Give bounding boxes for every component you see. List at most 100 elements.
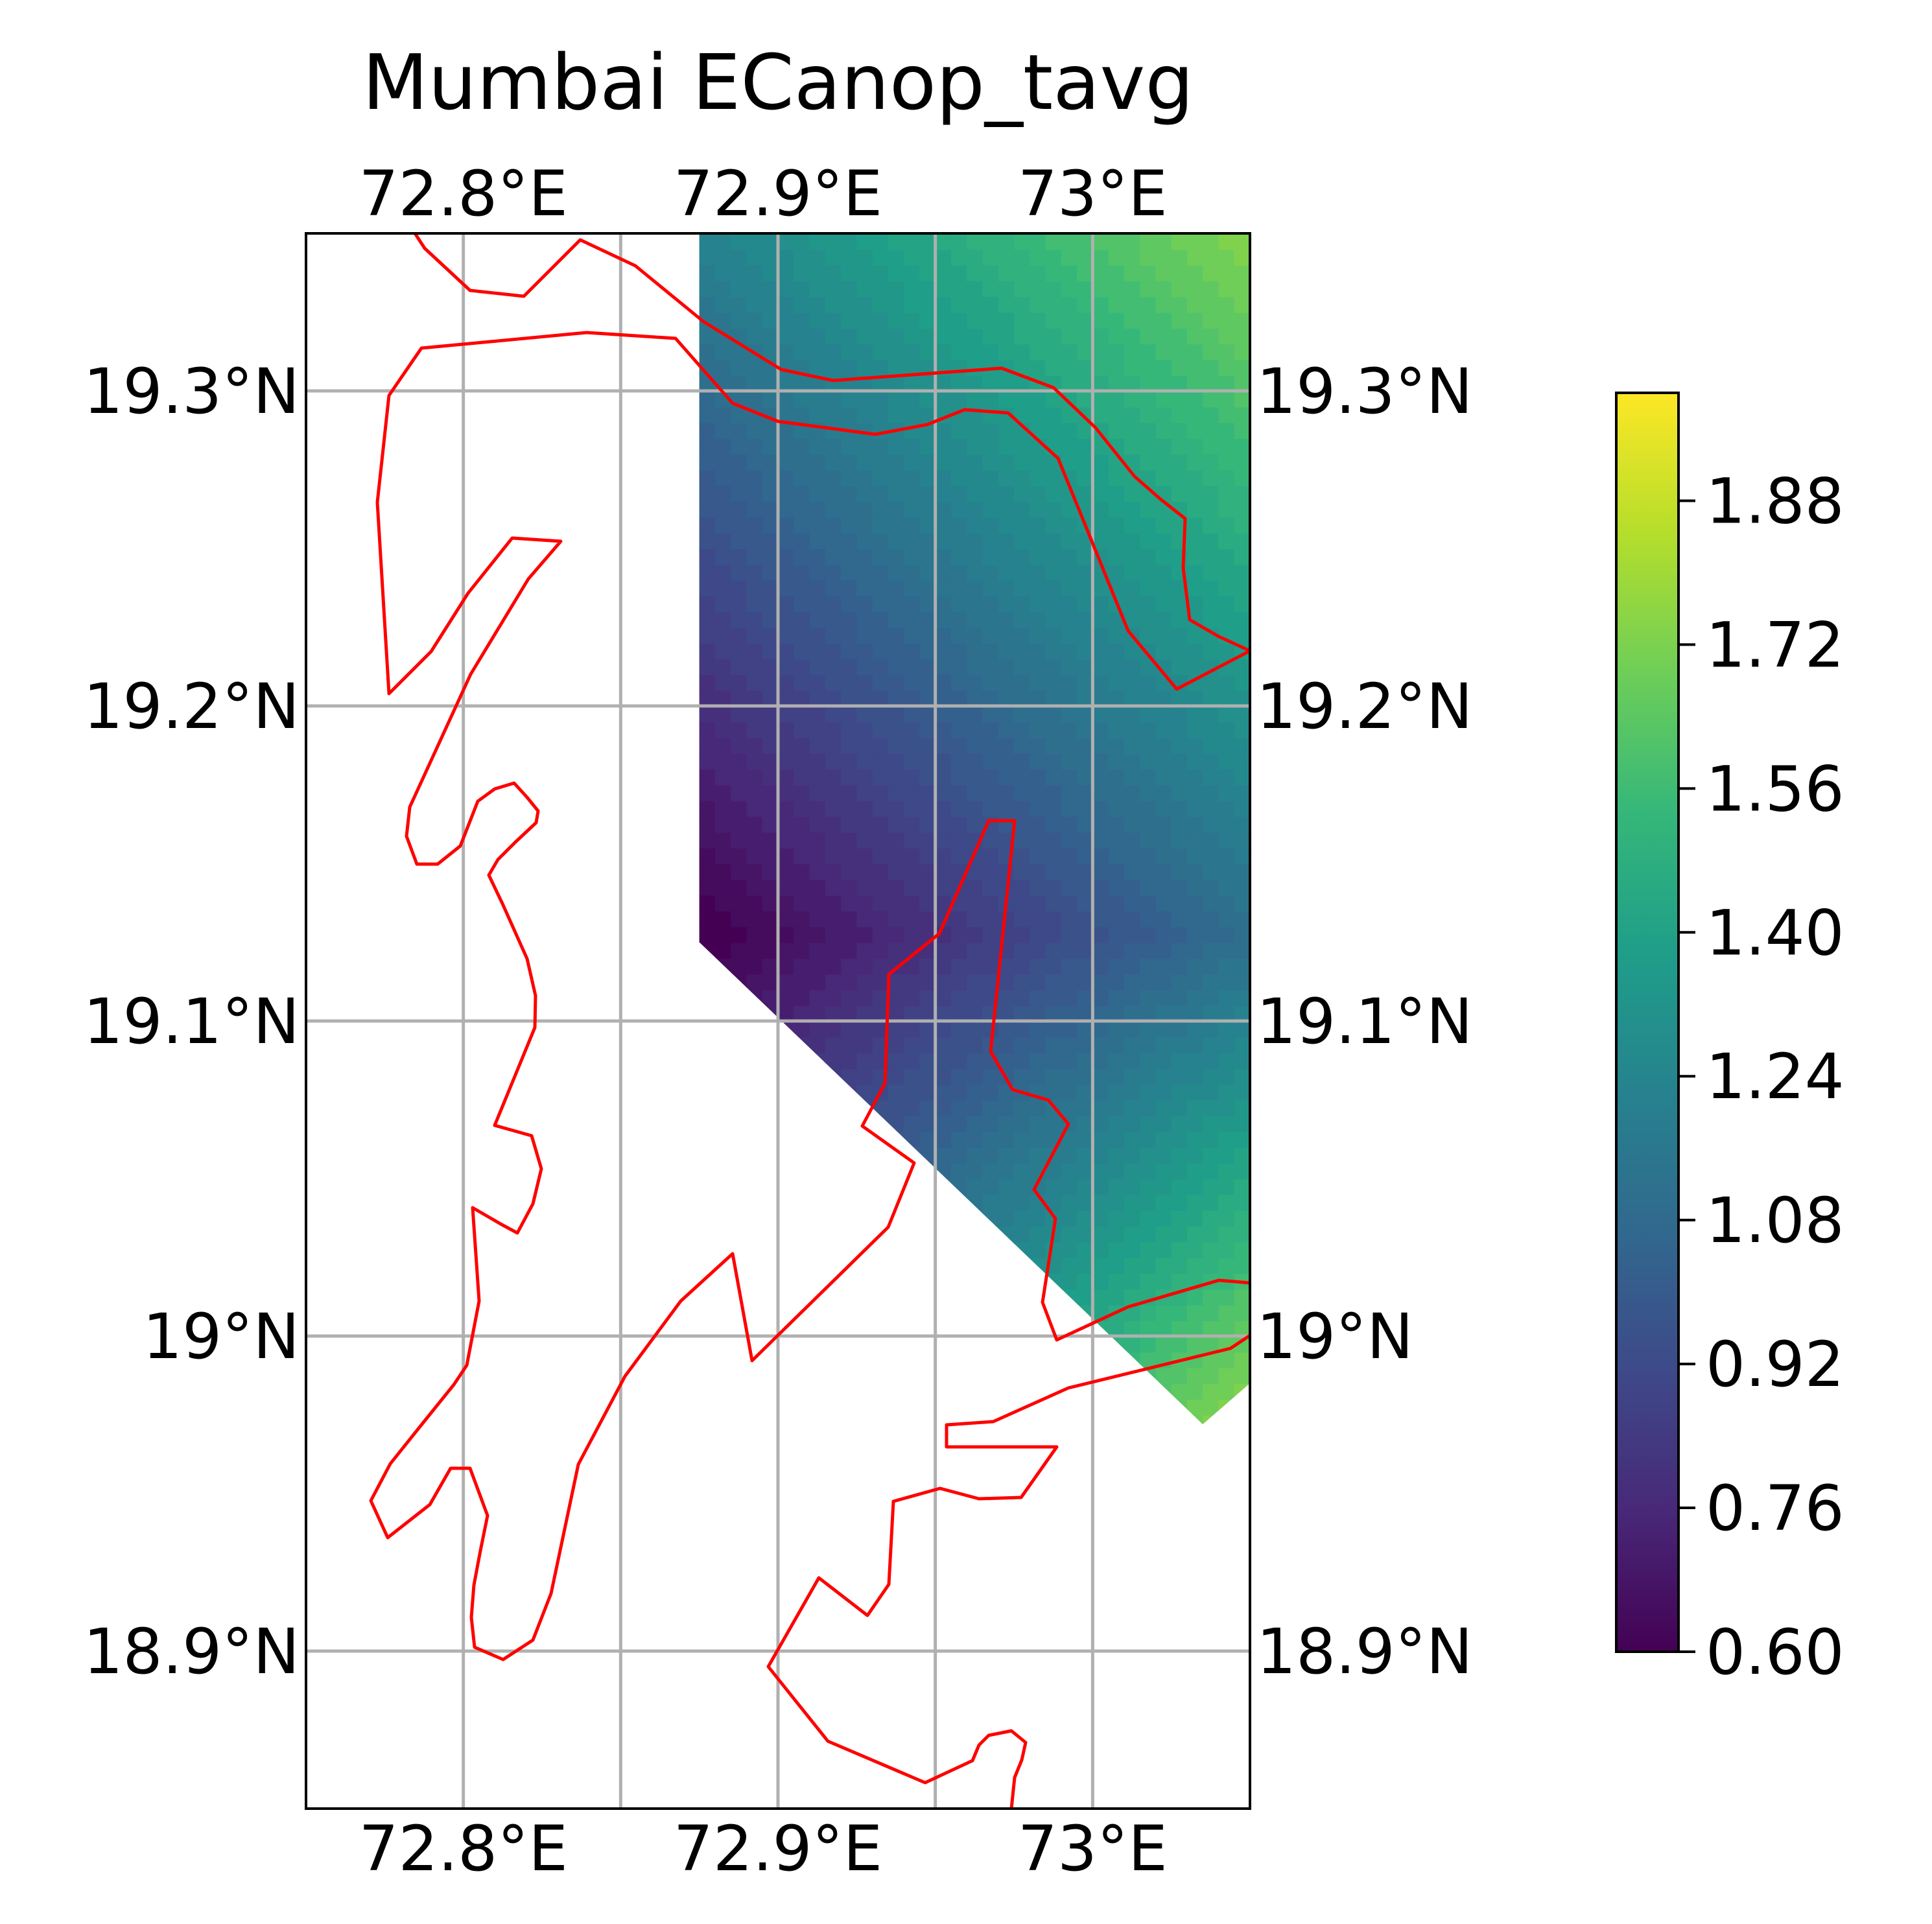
field-cell xyxy=(731,280,748,298)
field-cell xyxy=(950,800,968,817)
field-cell xyxy=(1077,832,1094,849)
field-cell xyxy=(825,595,842,613)
field-cell xyxy=(1186,485,1204,502)
field-cell xyxy=(935,501,952,518)
field-cell xyxy=(778,327,795,345)
field-cell xyxy=(1171,233,1188,235)
field-cell xyxy=(1171,1210,1188,1227)
field-cell xyxy=(731,564,748,581)
field-cell xyxy=(1140,280,1157,298)
field-cell xyxy=(1171,1179,1188,1195)
field-cell xyxy=(778,580,795,597)
field-cell xyxy=(967,989,984,1006)
colorbar-tick-label: 1.56 xyxy=(1706,753,1844,825)
field-cell xyxy=(950,1021,968,1038)
field-cell xyxy=(1030,974,1046,991)
field-cell xyxy=(746,674,763,691)
field-cell xyxy=(746,359,763,376)
field-cell xyxy=(1124,863,1141,880)
field-cell xyxy=(1140,611,1157,628)
field-cell xyxy=(1218,280,1235,298)
field-cell xyxy=(1124,1241,1141,1258)
field-cell xyxy=(1077,249,1094,266)
field-cell xyxy=(825,690,842,707)
field-cell xyxy=(762,674,779,691)
field-cell xyxy=(1186,690,1204,707)
field-cell xyxy=(1250,249,1267,266)
field-cell xyxy=(1014,910,1031,928)
field-cell xyxy=(1077,469,1094,486)
field-cell xyxy=(1140,926,1157,943)
field-cell xyxy=(1077,737,1094,755)
field-cell xyxy=(1092,280,1109,298)
field-cell xyxy=(1030,469,1046,486)
field-cell xyxy=(762,895,779,912)
field-cell xyxy=(1108,233,1125,250)
field-cell xyxy=(1124,769,1141,786)
field-cell xyxy=(1014,627,1031,644)
field-cell xyxy=(872,233,889,250)
field-cell xyxy=(1092,895,1109,912)
field-cell xyxy=(1155,1068,1172,1085)
field-cell xyxy=(1140,989,1157,1006)
field-cell xyxy=(1108,1162,1125,1180)
field-cell xyxy=(1234,1084,1250,1101)
field-cell xyxy=(1092,1162,1109,1180)
field-cell xyxy=(1014,264,1031,282)
field-cell xyxy=(1203,359,1219,376)
field-cell xyxy=(1061,438,1078,455)
field-cell xyxy=(1218,438,1235,455)
field-cell xyxy=(919,674,936,691)
field-cell xyxy=(1045,784,1062,801)
field-cell xyxy=(1171,627,1188,644)
field-cell xyxy=(1171,974,1188,991)
field-cell xyxy=(888,501,905,518)
field-cell xyxy=(904,879,921,896)
field-cell xyxy=(809,485,826,502)
field-cell xyxy=(888,485,905,502)
field-cell xyxy=(935,753,952,770)
field-cell xyxy=(1186,847,1204,865)
field-cell xyxy=(872,406,889,423)
field-cell xyxy=(731,548,748,565)
field-cell xyxy=(982,1131,999,1148)
field-cell xyxy=(982,627,999,644)
field-cell xyxy=(935,957,952,975)
field-cell xyxy=(778,690,795,707)
field-cell xyxy=(1092,1289,1109,1306)
field-cell xyxy=(841,753,858,770)
field-cell xyxy=(1108,1052,1125,1070)
field-cell xyxy=(1108,784,1125,801)
field-cell xyxy=(950,264,968,282)
field-cell xyxy=(967,784,984,801)
field-cell xyxy=(714,359,732,376)
field-cell xyxy=(1155,627,1172,644)
field-cell xyxy=(1092,847,1109,865)
field-cell xyxy=(1203,501,1219,518)
field-cell xyxy=(1140,863,1157,880)
field-cell xyxy=(1140,233,1157,250)
field-cell xyxy=(872,564,889,581)
field-cell xyxy=(1250,926,1267,943)
field-cell xyxy=(699,816,716,833)
field-cell xyxy=(998,485,1015,502)
field-cell xyxy=(746,910,763,928)
field-cell xyxy=(1061,580,1078,597)
field-cell xyxy=(1108,753,1125,770)
field-cell xyxy=(1077,406,1094,423)
field-cell xyxy=(919,264,936,282)
field-cell xyxy=(1250,1258,1267,1274)
field-cell xyxy=(1108,564,1125,581)
field-cell xyxy=(950,438,968,455)
field-cell xyxy=(950,722,968,738)
field-cell xyxy=(714,454,732,471)
field-cell xyxy=(982,327,999,345)
field-cell xyxy=(1186,327,1204,345)
field-cell xyxy=(1014,690,1031,707)
field-cell xyxy=(1203,1037,1219,1053)
field-cell xyxy=(1186,895,1204,912)
field-cell xyxy=(998,280,1015,298)
field-cell xyxy=(935,737,952,755)
field-cell xyxy=(1171,595,1188,613)
